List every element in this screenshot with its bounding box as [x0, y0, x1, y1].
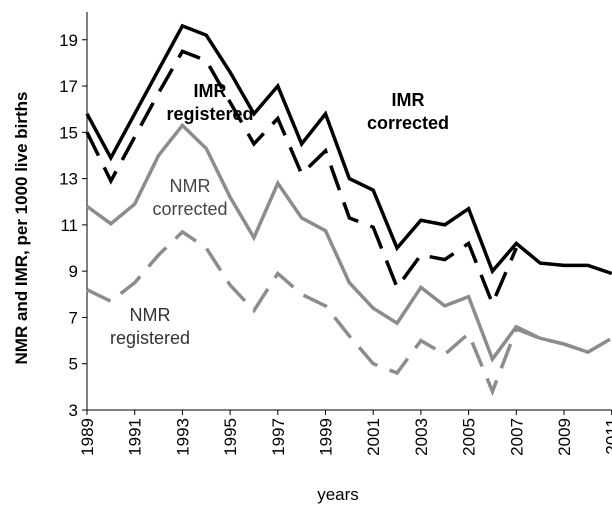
- annotation: corrected: [152, 199, 227, 219]
- x-tick-label: 2001: [364, 418, 383, 456]
- y-tick-label: 3: [69, 401, 78, 420]
- y-tick-label: 7: [69, 308, 78, 327]
- x-tick-label: 1995: [221, 418, 240, 456]
- series-line: [85, 23, 612, 276]
- x-axis-label: years: [317, 485, 359, 504]
- series-line: [86, 229, 612, 397]
- x-tick-label: 2009: [555, 418, 574, 456]
- annotation: IMR: [392, 90, 425, 110]
- x-tick-label: 2005: [460, 418, 479, 456]
- annotation: corrected: [367, 113, 449, 133]
- x-tick-label: 1991: [126, 418, 145, 456]
- annotation: NMR: [170, 176, 211, 196]
- annotation: registered: [166, 104, 253, 124]
- x-tick-label: 2007: [507, 418, 526, 456]
- y-tick-label: 9: [69, 262, 78, 281]
- y-axis-label: NMR and IMR, per 1000 live births: [12, 91, 31, 364]
- x-tick-label: 1999: [317, 418, 336, 456]
- x-tick-label: 2003: [412, 418, 431, 456]
- annotation: registered: [110, 328, 190, 348]
- y-tick-label: 5: [69, 355, 78, 374]
- y-tick-label: 15: [59, 123, 78, 142]
- x-tick-label: 2011: [603, 418, 612, 455]
- series-line: [85, 122, 589, 363]
- y-tick-label: 13: [59, 170, 78, 189]
- x-tick-label: 1989: [78, 418, 97, 456]
- series-line: [85, 49, 518, 309]
- x-tick-label: 1997: [269, 418, 288, 456]
- x-tick-label: 1993: [173, 418, 192, 456]
- annotation: IMR: [194, 81, 227, 101]
- y-tick-label: 17: [59, 77, 78, 96]
- y-tick-label: 19: [59, 31, 78, 50]
- annotation: NMR: [130, 305, 171, 325]
- y-tick-label: 11: [60, 216, 78, 235]
